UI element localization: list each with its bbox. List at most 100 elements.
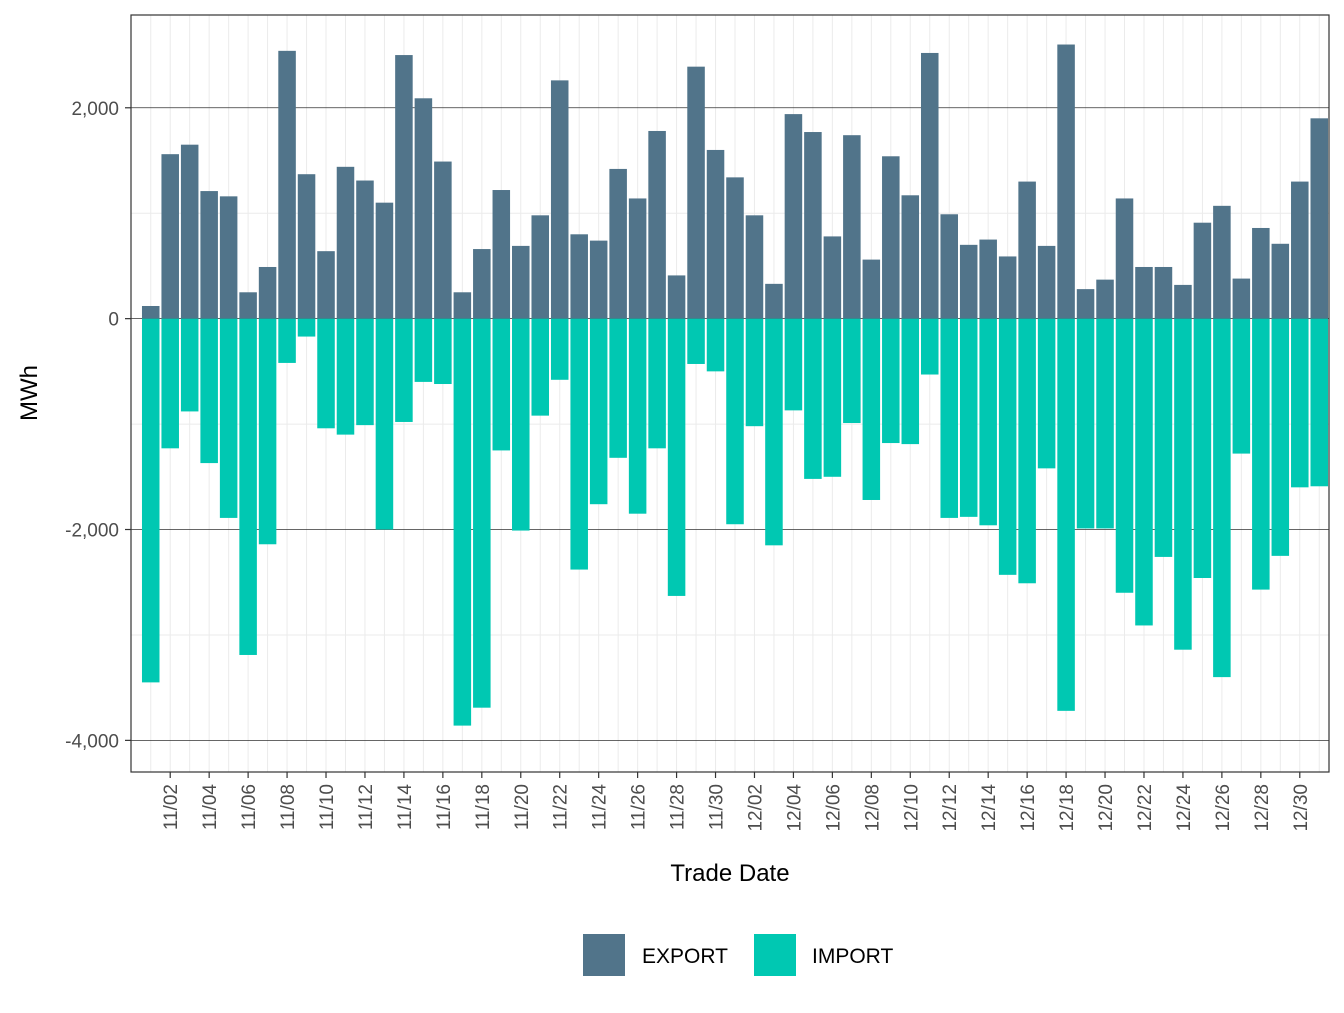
bar-export-11-23: [570, 234, 588, 319]
bar-export-11-01: [141, 305, 160, 319]
bar-export-12-23: [1154, 266, 1173, 319]
bar-export-11-11: [336, 166, 355, 319]
legend: EXPORT IMPORT: [583, 934, 893, 976]
bar-import-12-01: [726, 318, 744, 525]
bar-import-12-05: [804, 318, 822, 479]
bar-import-12-03: [765, 318, 783, 546]
bar-import-12-22: [1135, 318, 1153, 626]
bar-import-11-07: [258, 318, 277, 545]
bar-export-12-27: [1232, 278, 1251, 319]
bar-export-12-24: [1174, 284, 1192, 319]
x-tick-label: 11/04: [200, 784, 221, 831]
x-tick-label: 11/12: [356, 784, 377, 830]
bar-import-11-02: [161, 318, 179, 449]
bar-import-11-04: [200, 318, 218, 464]
bar-import-11-26: [628, 318, 647, 514]
bar-import-11-30: [706, 318, 725, 372]
x-tick-label: 11/06: [239, 784, 260, 830]
bar-import-11-05: [219, 318, 238, 518]
x-tick-label: 12/08: [862, 784, 883, 832]
bar-import-11-13: [375, 318, 394, 530]
bar-import-12-16: [1018, 318, 1036, 584]
bar-export-11-09: [297, 174, 316, 319]
bar-import-12-04: [784, 318, 803, 411]
bar-export-11-18: [473, 249, 491, 319]
bar-import-11-20: [512, 318, 530, 531]
bar-export-12-22: [1135, 266, 1153, 319]
y-tick-label: 0: [108, 310, 119, 331]
bar-import-11-15: [414, 318, 433, 382]
bar-series: [141, 44, 1329, 726]
bar-import-12-26: [1213, 318, 1231, 678]
bar-export-12-09: [882, 156, 900, 319]
x-tick-label: 12/12: [940, 784, 961, 832]
bar-import-11-06: [239, 318, 257, 655]
x-tick-label: 11/14: [395, 784, 416, 831]
bar-import-11-28: [667, 318, 686, 596]
bar-export-11-28: [667, 275, 686, 319]
bar-export-12-13: [959, 244, 978, 319]
x-tick-label: 11/30: [707, 784, 728, 830]
x-tick-label: 11/26: [629, 784, 650, 830]
bar-import-12-30: [1291, 318, 1309, 488]
bar-import-11-09: [297, 318, 316, 337]
bar-export-12-14: [979, 239, 997, 319]
bar-import-12-14: [979, 318, 997, 526]
x-tick-label: 12/18: [1057, 784, 1078, 832]
x-tick-label: 11/10: [317, 784, 338, 830]
bar-import-12-31: [1310, 318, 1329, 487]
x-axis-title: Trade Date: [670, 860, 789, 887]
bar-import-11-24: [589, 318, 608, 505]
bar-export-11-05: [219, 196, 238, 319]
y-tick-label: -4,000: [65, 731, 119, 752]
bar-export-11-12: [356, 180, 374, 319]
bar-export-11-14: [395, 55, 413, 319]
bar-import-11-18: [473, 318, 491, 708]
bar-export-11-19: [492, 190, 511, 319]
bar-import-11-27: [648, 318, 666, 449]
bar-import-12-10: [901, 318, 920, 445]
x-tick-label: 11/16: [434, 784, 455, 830]
bar-import-11-03: [180, 318, 199, 412]
bar-export-12-28: [1252, 227, 1270, 319]
x-tick-label: 12/20: [1096, 784, 1117, 832]
plot-border: [130, 14, 1330, 773]
bar-export-12-31: [1310, 118, 1329, 319]
bar-export-11-21: [531, 215, 550, 319]
y-axis-title: MWh: [16, 365, 43, 421]
bar-export-11-29: [687, 66, 705, 319]
x-tick-label: 12/26: [1213, 784, 1234, 832]
legend-key-export: [583, 934, 625, 976]
bar-export-11-17: [453, 292, 472, 319]
legend-key-import: [754, 934, 796, 976]
bar-export-12-18: [1057, 44, 1075, 319]
bar-export-12-03: [765, 283, 783, 319]
bar-export-12-29: [1271, 243, 1290, 319]
bar-export-12-10: [901, 195, 920, 319]
bar-import-12-06: [823, 318, 842, 477]
x-tick-label: 12/28: [1252, 784, 1273, 832]
bar-import-11-29: [687, 318, 705, 364]
bar-import-11-25: [609, 318, 627, 458]
bar-import-12-08: [862, 318, 881, 500]
bar-export-11-04: [200, 191, 218, 319]
bar-import-12-27: [1232, 318, 1251, 454]
x-tick-label: 11/28: [668, 784, 689, 830]
bar-import-12-07: [843, 318, 861, 424]
bar-export-11-07: [258, 266, 277, 319]
bar-import-11-17: [453, 318, 472, 726]
x-tick-label: 11/20: [512, 784, 533, 830]
bar-import-12-13: [959, 318, 978, 517]
x-tick-label: 11/18: [473, 784, 494, 830]
bar-import-11-19: [492, 318, 511, 451]
bar-import-12-11: [920, 318, 939, 375]
bar-export-12-19: [1076, 289, 1095, 319]
bar-import-12-17: [1037, 318, 1056, 469]
bar-import-12-20: [1096, 318, 1114, 529]
bar-import-11-08: [278, 318, 296, 363]
x-tick-label: 11/08: [278, 784, 299, 830]
bar-import-11-22: [550, 318, 569, 380]
bar-import-11-23: [570, 318, 588, 570]
bar-export-12-25: [1193, 222, 1212, 319]
